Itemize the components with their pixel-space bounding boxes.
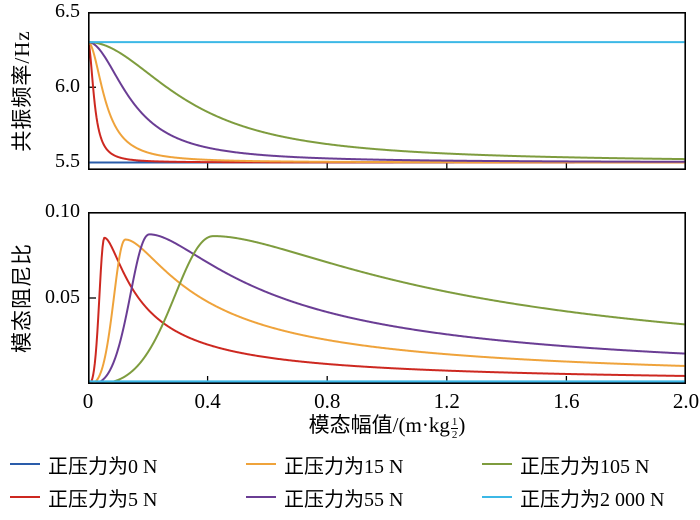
y-tick-label: 6.0 [55, 75, 80, 98]
fraction-numerator: 1 [450, 416, 459, 430]
x-tick-label: 0 [82, 389, 94, 413]
legend-item: 正压力为2 000 N [482, 482, 696, 512]
x-tick-label: 2.0 [672, 389, 700, 413]
x-axis-label-text: 模态幅值/(m·kg [308, 413, 450, 437]
legend-label: 正压力为0 N [48, 455, 158, 478]
legend-label: 正压力为55 N [284, 488, 404, 511]
x-tick-label: 0.4 [194, 389, 221, 413]
damping-plot-canvas [88, 212, 686, 384]
x-axis-label-close: ) [458, 413, 466, 437]
x-tick-label: 1.2 [433, 389, 460, 413]
legend-line-sample [246, 496, 276, 498]
y-tick-label: 5.5 [55, 150, 80, 173]
legend-item: 正压力为0 N [10, 449, 246, 479]
legend-line-sample [10, 496, 40, 498]
y-axis-label-damping: 模态阻尼比 [10, 243, 34, 353]
legend-line-sample [482, 496, 512, 498]
y-tick-label: 6.5 [55, 0, 80, 22]
x-tick-label: 1.6 [553, 389, 580, 413]
x-tick-label: 0.8 [314, 389, 341, 413]
y-tick-label: 0.10 [45, 200, 80, 222]
legend: 正压力为0 N 正压力为15 N 正压力为105 N 正压力为5 N 正压力为55 N 正… [10, 449, 696, 512]
y-tick-label: 0.05 [45, 286, 80, 308]
legend-label: 正压力为15 N [284, 455, 404, 478]
legend-item: 正压力为105 N [482, 449, 696, 479]
legend-line-sample [246, 463, 276, 465]
legend-line-sample [10, 463, 40, 465]
legend-line-sample [482, 463, 512, 465]
legend-label: 正压力为5 N [48, 488, 158, 511]
x-axis-label: 模态幅值/(m·kg 1 2) [88, 409, 686, 441]
legend-label: 正压力为105 N [520, 455, 650, 478]
legend-label: 正压力为2 000 N [520, 488, 665, 511]
frequency-plot-canvas [88, 12, 686, 170]
legend-item: 正压力为15 N [246, 449, 482, 479]
fraction-denominator: 2 [451, 429, 458, 442]
y-axis-label-frequency: 共振频率/Hz [10, 30, 34, 152]
legend-item: 正压力为5 N [10, 482, 246, 512]
legend-item: 正压力为55 N [246, 482, 482, 512]
